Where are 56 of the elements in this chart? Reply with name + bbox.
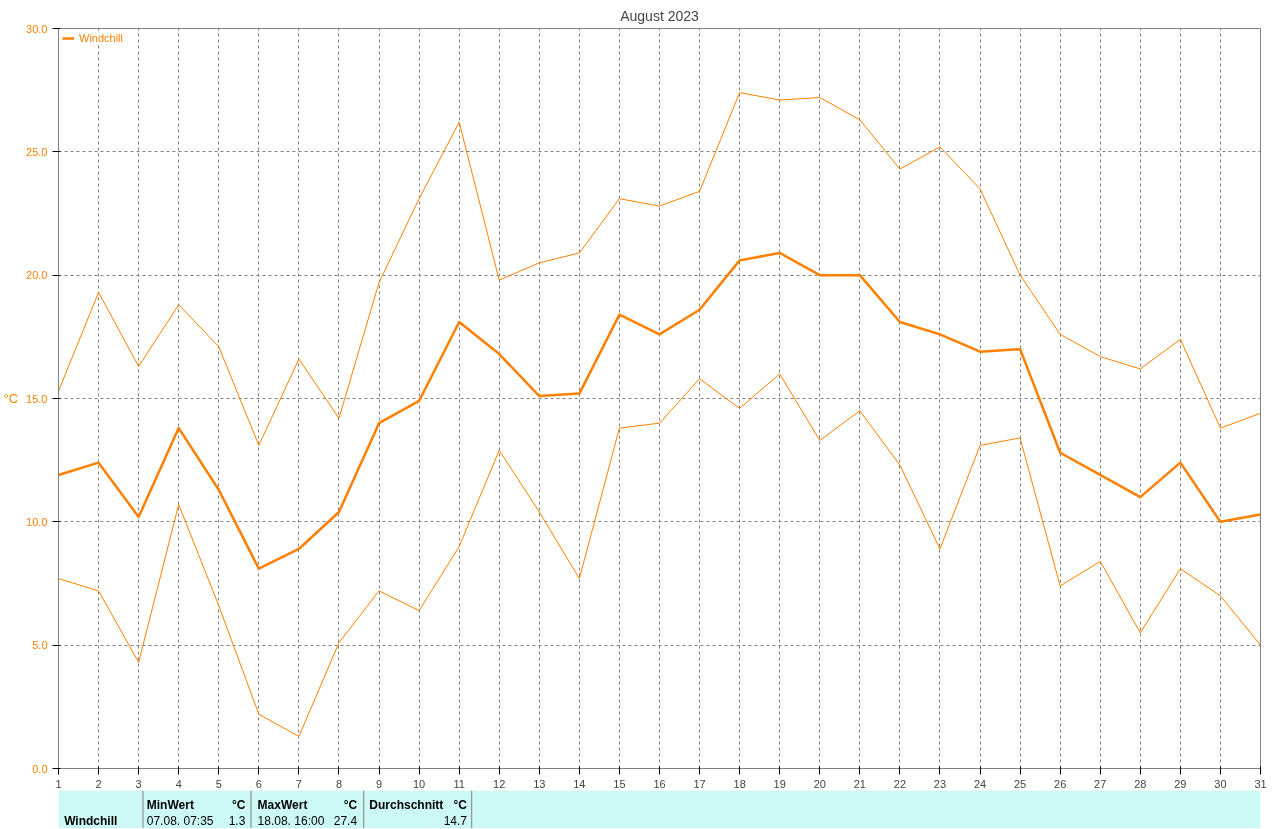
- x-tick-label: 1: [55, 777, 62, 790]
- text: Durchschnitt: [369, 797, 444, 812]
- y-tick-label: 15.0: [26, 392, 48, 405]
- x-tick-label: 11: [453, 777, 465, 790]
- x-tick-label: 24: [973, 777, 987, 790]
- text: 07.08. 07:35: [146, 813, 214, 828]
- x-tick-label: 3: [135, 777, 142, 790]
- chart-title: August 2023: [620, 7, 700, 24]
- text: 1.3: [228, 814, 246, 828]
- x-tick-label: 16: [653, 777, 666, 790]
- line-series: [58, 92, 1261, 446]
- x-tick-label: 14: [573, 777, 586, 790]
- x-tick-label: 30: [1214, 777, 1227, 790]
- x-tick-label: 20: [813, 777, 826, 790]
- x-tick-label: 5: [215, 777, 222, 790]
- x-tick-label: 12: [493, 777, 506, 790]
- x-tick-label: 21: [853, 777, 866, 790]
- legend-label: Windchill: [79, 32, 124, 44]
- y-tick-label: 25.0: [26, 145, 48, 158]
- x-tick-label: 15: [613, 777, 626, 790]
- text: °C: [453, 797, 468, 812]
- text: 27.4: [333, 814, 358, 828]
- text: MaxWert: [257, 797, 308, 812]
- y-tick-label: 20.0: [26, 269, 48, 282]
- text: 18.08. 16:00: [257, 813, 325, 828]
- x-tick-label: 29: [1174, 777, 1187, 790]
- x-tick-label: 9: [375, 777, 383, 790]
- text: MinWert: [146, 797, 194, 812]
- x-tick-label: 19: [773, 777, 786, 790]
- y-tick-label: 0.0: [32, 762, 48, 775]
- x-tick-label: 23: [933, 777, 947, 790]
- x-tick-label: 17: [693, 777, 706, 790]
- y-axis-title: °C: [3, 391, 19, 406]
- x-tick-label: 27: [1094, 777, 1107, 790]
- x-tick-label: 26: [1054, 777, 1067, 790]
- text: Windchill: [64, 813, 118, 828]
- x-tick-label: 28: [1134, 777, 1147, 790]
- x-tick-label: 8: [335, 777, 343, 790]
- y-tick-label: 10.0: [26, 515, 48, 528]
- x-tick-label: 25: [1013, 777, 1027, 790]
- x-tick-label: 13: [533, 777, 546, 790]
- x-tick-label: 2: [95, 777, 102, 790]
- text: 14.7: [443, 814, 468, 828]
- y-tick-label: 5.0: [32, 639, 48, 652]
- x-tick-label: 10: [412, 777, 426, 790]
- x-tick-label: 4: [175, 777, 182, 790]
- x-tick-label: 22: [893, 777, 907, 790]
- x-tick-label: 7: [295, 777, 302, 790]
- y-tick-label: 30.0: [26, 22, 48, 35]
- x-tick-label: 31: [1254, 777, 1267, 790]
- line-series: [58, 251, 1261, 570]
- text: °C: [343, 797, 358, 812]
- text: °C: [231, 797, 246, 812]
- line-series: [58, 373, 1261, 737]
- x-tick-label: 18: [733, 777, 746, 790]
- x-tick-label: 6: [255, 777, 262, 790]
